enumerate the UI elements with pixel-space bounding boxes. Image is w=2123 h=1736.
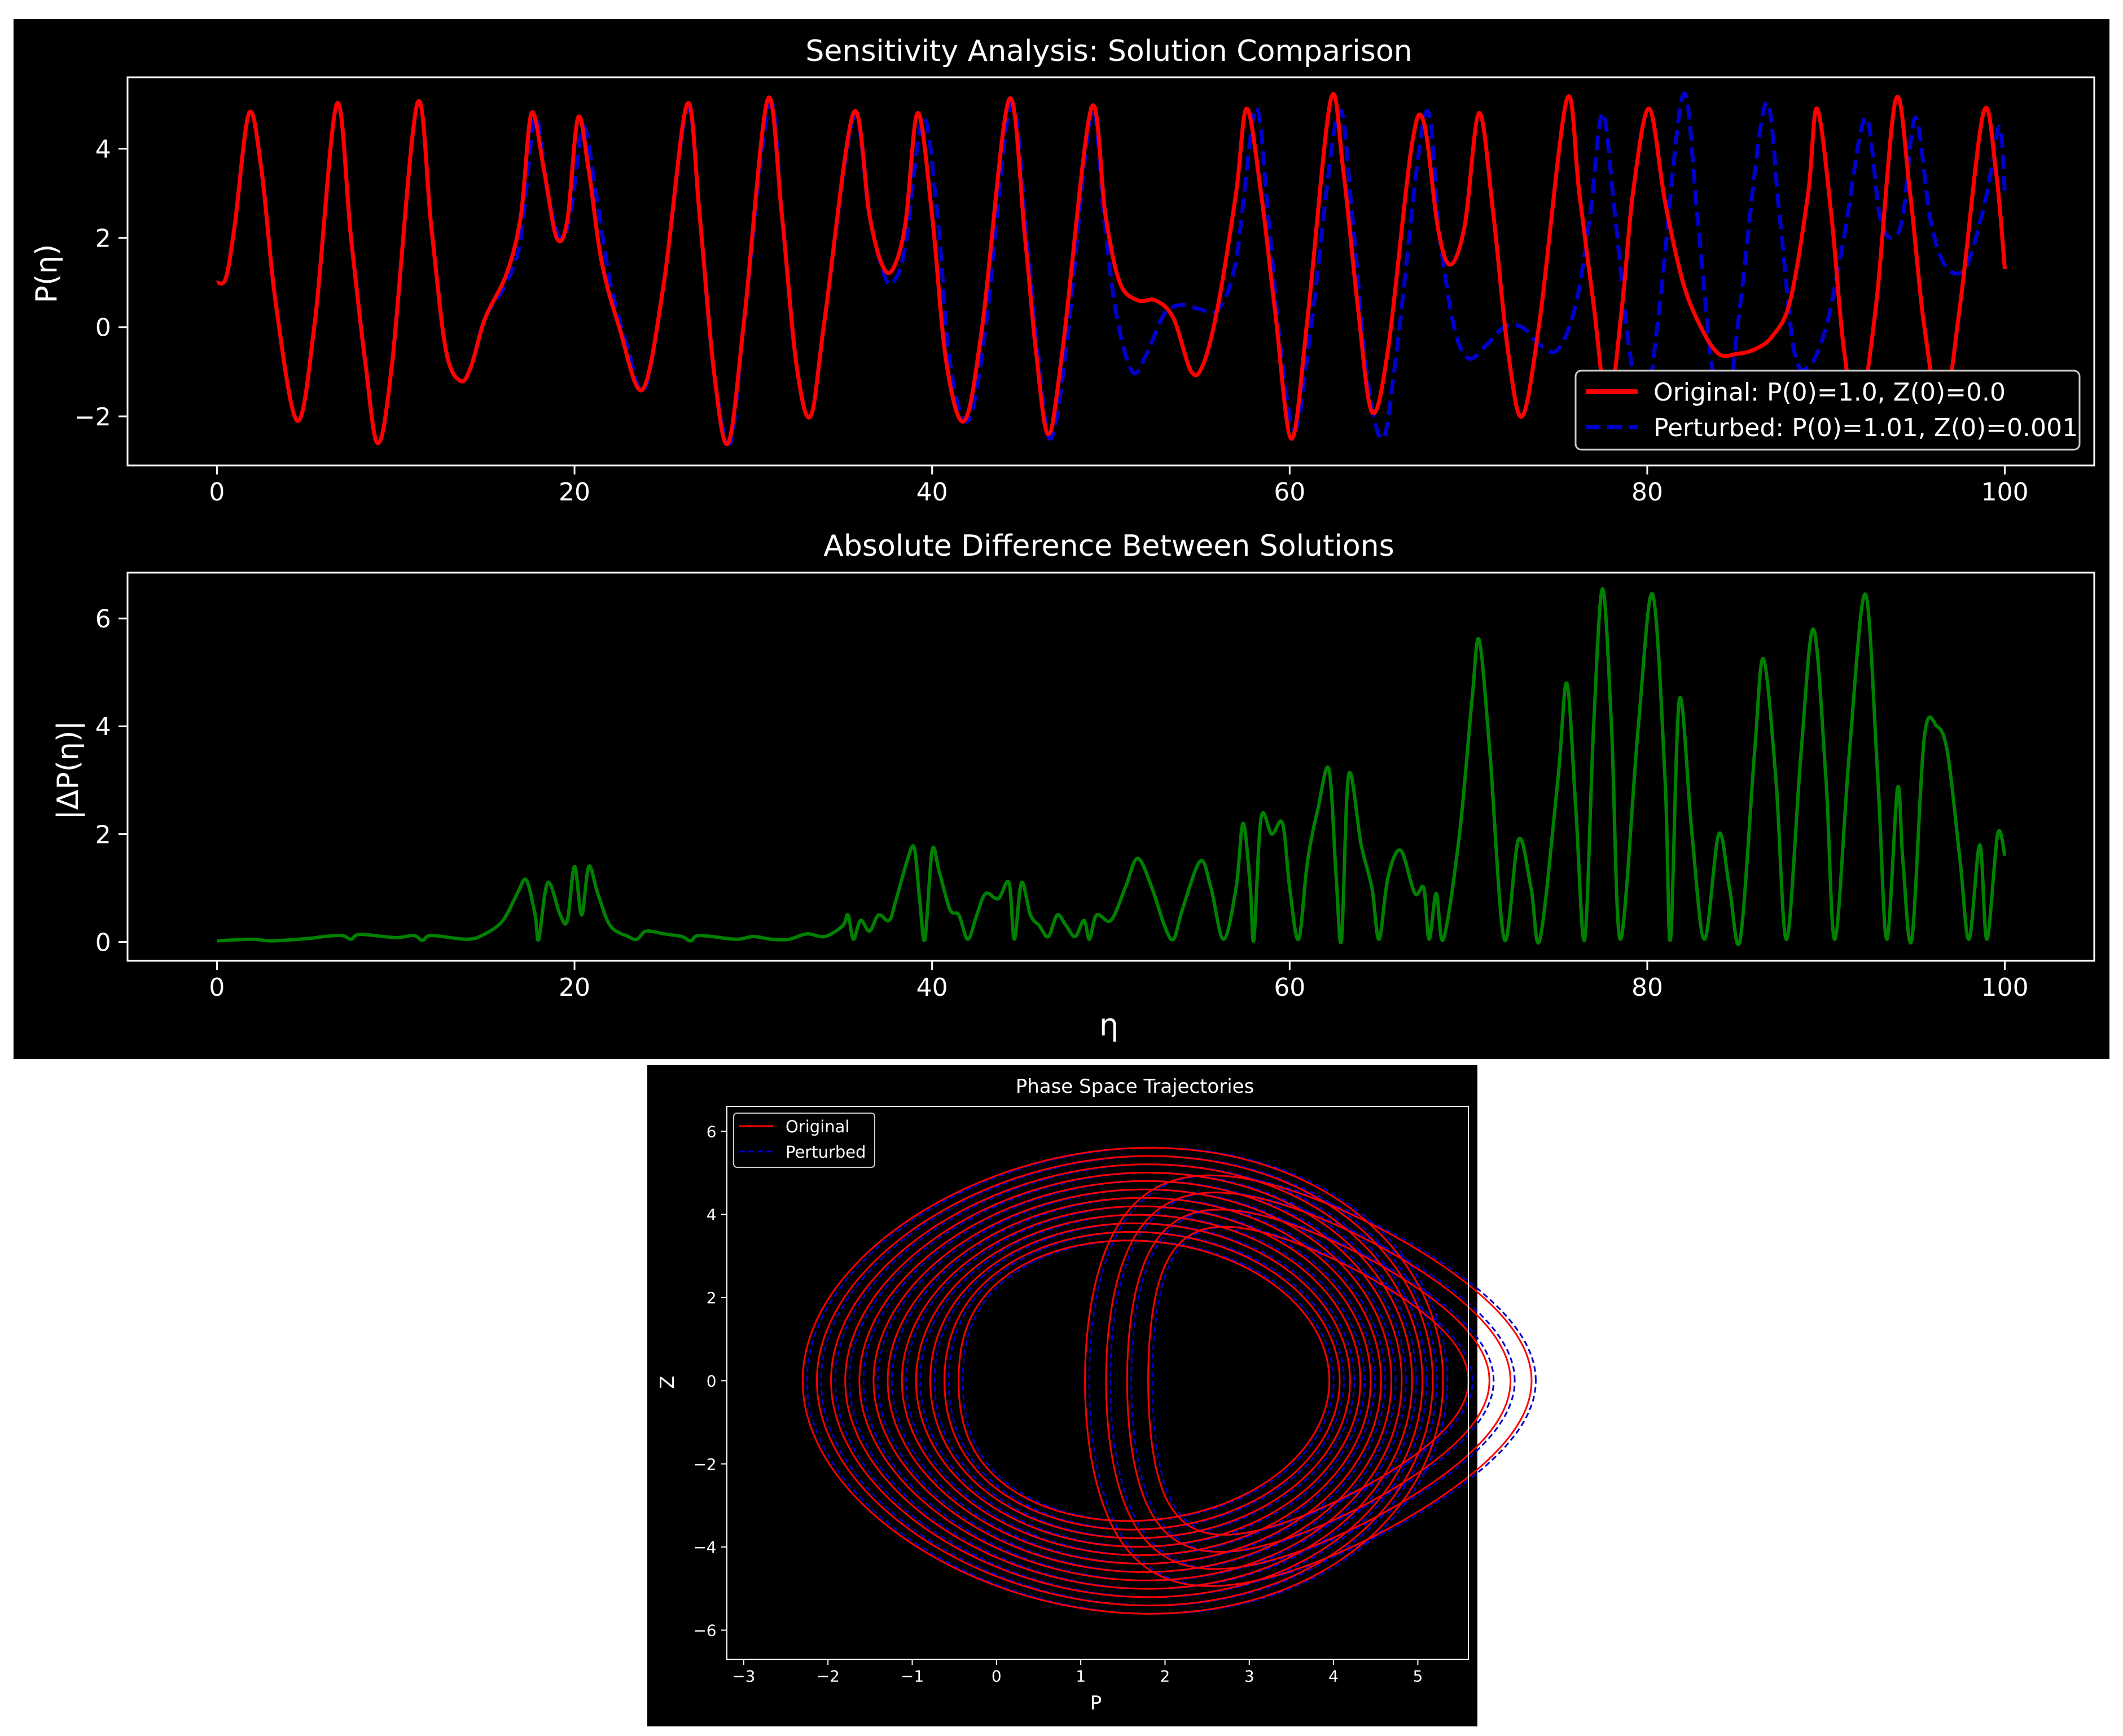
trajectory-loop bbox=[1147, 1225, 1470, 1536]
series-group bbox=[217, 587, 2007, 946]
x-tick-label: 1 bbox=[1076, 1667, 1086, 1685]
trajectory-loop bbox=[933, 1222, 1356, 1539]
y-tick-label: 6 bbox=[707, 1122, 717, 1141]
x-tick-label: 5 bbox=[1413, 1667, 1423, 1685]
axes-frame bbox=[726, 1106, 1469, 1660]
y-tick-label: 4 bbox=[95, 713, 111, 741]
original-trajectory bbox=[801, 1146, 1533, 1615]
y-tick-label: 0 bbox=[95, 928, 111, 957]
legend-label-original: Original: P(0)=1.0, Z(0)=0.0 bbox=[1653, 378, 2006, 407]
x-tick-label: 100 bbox=[1981, 973, 2029, 1002]
x-tick-label: 20 bbox=[559, 478, 590, 507]
top-figure: Sensitivity Analysis: Solution Compariso… bbox=[14, 19, 2109, 1059]
y-tick-label: 2 bbox=[95, 820, 111, 849]
sensitivity-panel: Sensitivity Analysis: Solution Compariso… bbox=[30, 34, 2095, 507]
trajectory-loop bbox=[820, 1155, 1438, 1607]
trajectory-loop bbox=[806, 1146, 1449, 1615]
chart-title: Sensitivity Analysis: Solution Compariso… bbox=[805, 34, 1412, 68]
trajectory-loop bbox=[1105, 1192, 1512, 1570]
legend-label-perturbed: Perturbed: P(0)=1.01, Z(0)=0.001 bbox=[1653, 414, 2078, 442]
chart-title: Absolute Difference Between Solutions bbox=[823, 529, 1394, 563]
trajectory-loop bbox=[815, 1155, 1434, 1607]
x-tick-label: 0 bbox=[209, 973, 225, 1002]
trajectory-loop bbox=[858, 1180, 1403, 1581]
trajectory-loop bbox=[862, 1180, 1407, 1581]
legend-label-original: Original bbox=[786, 1117, 849, 1136]
x-tick-label: 80 bbox=[1631, 973, 1663, 1002]
x-axis-label: η bbox=[1099, 1007, 1118, 1043]
series-group bbox=[216, 91, 2007, 447]
trajectory-loop bbox=[801, 1146, 1444, 1615]
trajectory-loop bbox=[876, 1188, 1397, 1574]
x-tick-label: 80 bbox=[1631, 478, 1663, 507]
legend-label-perturbed: Perturbed bbox=[786, 1142, 866, 1162]
tick-group: 0 20 40 60 80 100 −2 0 2 4 bbox=[74, 135, 2029, 507]
y-axis-label: |ΔP(η)| bbox=[51, 720, 85, 820]
x-tick-label: −3 bbox=[732, 1667, 755, 1685]
y-tick-label: 2 bbox=[707, 1289, 717, 1307]
x-tick-label: 2 bbox=[1160, 1667, 1170, 1685]
x-tick-label: −1 bbox=[901, 1667, 924, 1685]
trajectory-loop bbox=[958, 1240, 1331, 1522]
legend: Original: P(0)=1.0, Z(0)=0.0 Perturbed: … bbox=[1574, 370, 2081, 451]
trajectory-loop bbox=[887, 1197, 1382, 1565]
trajectory-loop bbox=[1151, 1225, 1473, 1536]
y-tick-label: 6 bbox=[95, 605, 111, 634]
y-tick-label: 4 bbox=[95, 135, 111, 164]
trajectory-loop bbox=[905, 1205, 1376, 1557]
series-group bbox=[801, 1146, 1537, 1615]
x-tick-label: 60 bbox=[1274, 973, 1305, 1002]
x-tick-label: 100 bbox=[1981, 478, 2029, 507]
difference-panel: Absolute Difference Between Solutions |Δ… bbox=[51, 529, 2095, 1043]
y-tick-label: 2 bbox=[95, 225, 111, 253]
y-tick-label: 0 bbox=[707, 1372, 717, 1390]
x-tick-label: 3 bbox=[1244, 1667, 1255, 1685]
trajectory-loop bbox=[1088, 1174, 1537, 1587]
y-tick-label: −6 bbox=[693, 1621, 716, 1640]
chart-title: Phase Space Trajectories bbox=[1016, 1075, 1255, 1098]
trajectory-loop bbox=[848, 1172, 1418, 1590]
x-axis-label: P bbox=[1090, 1692, 1102, 1715]
trajectory-loop bbox=[929, 1222, 1351, 1539]
x-tick-label: 40 bbox=[916, 973, 948, 1002]
y-axis-label: Z bbox=[656, 1375, 679, 1388]
trajectory-loop bbox=[1130, 1208, 1495, 1553]
series-line bbox=[216, 91, 2007, 447]
trajectory-loop bbox=[1126, 1208, 1490, 1553]
tick-group: −3 −2 −1 0 1 2 3 4 5 −6 −4 −2 0 2 4 6 bbox=[693, 1122, 1423, 1685]
trajectory-loop bbox=[844, 1172, 1413, 1590]
y-tick-label: −2 bbox=[74, 403, 111, 432]
legend-box bbox=[1574, 370, 2081, 451]
trajectory-loop bbox=[872, 1188, 1393, 1574]
tick-group: 0 20 40 60 80 100 0 2 4 6 bbox=[95, 605, 2029, 1002]
trajectory-loop bbox=[901, 1205, 1372, 1557]
trajectory-loop bbox=[830, 1163, 1424, 1598]
x-tick-label: 40 bbox=[916, 478, 948, 507]
trajectory-loop bbox=[915, 1214, 1362, 1548]
phase-panel: Phase Space Trajectories Z P −3 −2 −1 0 1 2 3 4… bbox=[656, 1075, 1537, 1715]
x-tick-label: 0 bbox=[209, 478, 225, 507]
trajectory-loop bbox=[891, 1197, 1387, 1565]
x-tick-label: 0 bbox=[992, 1667, 1002, 1685]
top-figure-background bbox=[14, 19, 2109, 1059]
y-axis-label: P(η) bbox=[30, 244, 64, 304]
legend: Original Perturbed bbox=[733, 1113, 875, 1168]
x-tick-label: −2 bbox=[817, 1667, 840, 1685]
trajectory-loop bbox=[1084, 1174, 1533, 1587]
trajectory-loop bbox=[834, 1163, 1428, 1598]
x-tick-label: 20 bbox=[559, 973, 590, 1002]
axes-frame bbox=[126, 76, 2095, 467]
phase-figure: Phase Space Trajectories Z P −3 −2 −1 0 1 2 3 4… bbox=[647, 1065, 1537, 1726]
axes-frame bbox=[126, 572, 2095, 962]
x-tick-label: 4 bbox=[1328, 1667, 1339, 1685]
trajectory-loop bbox=[1109, 1192, 1516, 1570]
y-tick-label: −2 bbox=[693, 1455, 716, 1474]
x-tick-label: 60 bbox=[1274, 478, 1305, 507]
y-tick-label: 4 bbox=[707, 1206, 717, 1224]
series-line bbox=[217, 587, 2007, 946]
y-tick-label: 0 bbox=[95, 314, 111, 342]
series-line bbox=[216, 92, 2007, 447]
y-tick-label: −4 bbox=[693, 1538, 716, 1557]
